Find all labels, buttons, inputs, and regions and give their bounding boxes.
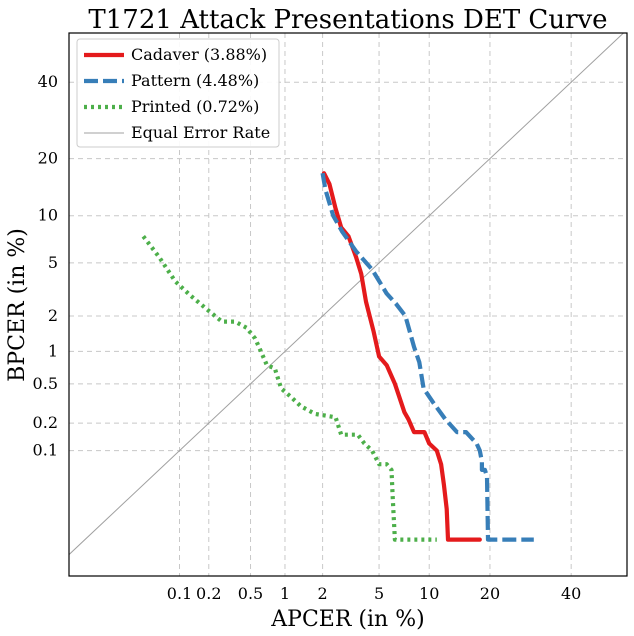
y-tick-label: 1 bbox=[48, 341, 58, 360]
series-line-printed bbox=[141, 235, 437, 542]
x-tick-label: 0.5 bbox=[238, 584, 263, 603]
grid bbox=[69, 33, 627, 576]
x-tick-label: 5 bbox=[374, 584, 384, 603]
series-line-equal bbox=[69, 33, 625, 555]
chart-title: T1721 Attack Presentations DET Curve bbox=[88, 5, 607, 35]
x-tick-label: 0.1 bbox=[167, 584, 192, 603]
legend-label: Pattern (4.48%) bbox=[131, 71, 259, 90]
y-tick-label: 2 bbox=[48, 306, 58, 325]
x-ticks: 0.1 0.2 0.5 1 2 5 10 20 40 bbox=[167, 584, 582, 603]
x-tick-label: 40 bbox=[561, 584, 581, 603]
x-tick-label: 1 bbox=[280, 584, 290, 603]
x-tick-label: 20 bbox=[480, 584, 500, 603]
y-tick-label: 0.2 bbox=[33, 413, 58, 432]
x-tick-label: 0.2 bbox=[196, 584, 221, 603]
x-tick-label: 2 bbox=[318, 584, 328, 603]
plot-frame bbox=[68, 32, 628, 577]
y-tick-label: 10 bbox=[38, 206, 58, 225]
y-tick-label: 20 bbox=[38, 149, 58, 168]
legend: Cadaver (3.88%) Pattern (4.48%) Printed (0… bbox=[76, 38, 280, 148]
y-tick-label: 40 bbox=[38, 72, 58, 91]
legend-label: Printed (0.72%) bbox=[131, 97, 259, 116]
y-axis-title: BPCER (in %) bbox=[5, 228, 30, 382]
series-line-pattern bbox=[320, 172, 534, 542]
x-axis-title: APCER (in %) bbox=[270, 607, 424, 632]
legend-label: Cadaver (3.88%) bbox=[131, 45, 267, 64]
legend-label: Equal Error Rate bbox=[131, 123, 270, 142]
y-tick-label: 0.1 bbox=[33, 441, 58, 460]
y-ticks: 0.1 0.2 0.5 1 2 5 10 20 40 bbox=[33, 72, 58, 459]
legend-box bbox=[76, 38, 280, 148]
y-tick-label: 5 bbox=[48, 253, 58, 272]
plot-area bbox=[69, 33, 625, 555]
x-tick-label: 10 bbox=[419, 584, 439, 603]
series-line-cadaver bbox=[321, 171, 482, 542]
y-tick-label: 0.5 bbox=[33, 374, 58, 393]
